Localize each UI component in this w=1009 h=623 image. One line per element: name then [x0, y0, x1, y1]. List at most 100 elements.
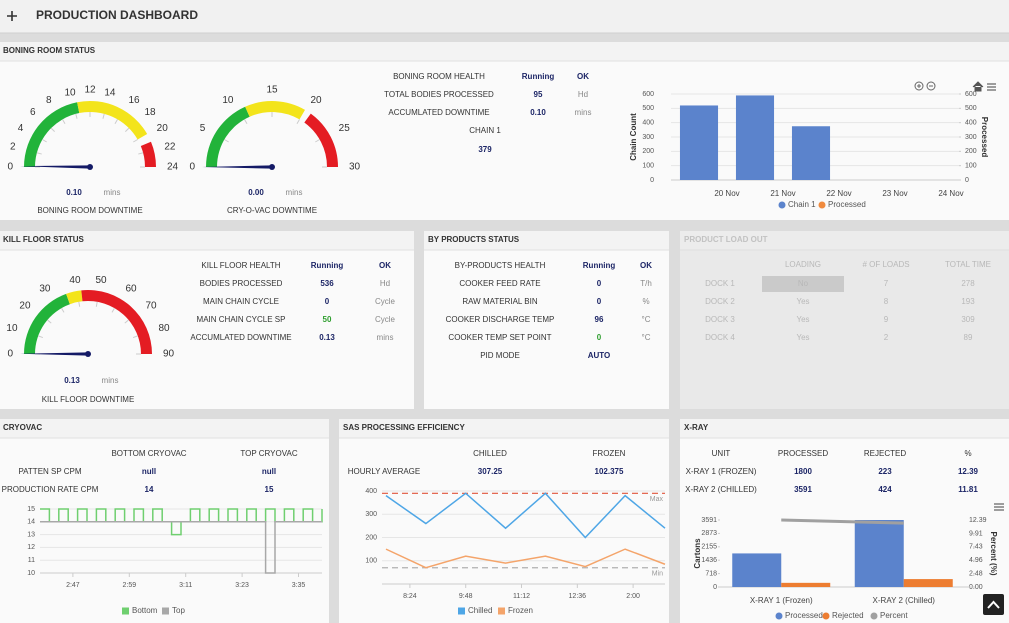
gauge-tick: [111, 307, 115, 313]
gauge-tick: [125, 127, 130, 132]
gauge-tick-label: 8: [46, 95, 52, 106]
gauge-band: [206, 106, 250, 167]
y-tick-label: 1436: [701, 557, 717, 564]
row-label: HOURLY AVERAGE: [348, 467, 420, 476]
table-header: TOP CRYOVAC: [240, 449, 297, 458]
cell-value: 193: [961, 297, 975, 306]
y-tick-label: 12: [27, 544, 35, 551]
cell-value: 0: [597, 333, 602, 342]
page-title: PRODUCTION DASHBOARD: [36, 8, 198, 22]
gauge-tick-label: 10: [65, 87, 77, 98]
y-tick-label: 600: [642, 91, 654, 98]
legend-label: Top: [172, 606, 185, 615]
bar: [903, 579, 953, 587]
gauge-tick-label: 12: [84, 85, 96, 96]
panel-title: KILL FLOOR STATUS: [3, 235, 85, 244]
gauge-tick-label: 0: [189, 162, 195, 173]
cell-value: °C: [642, 315, 651, 324]
gauge-tick-label: 18: [144, 107, 156, 118]
line-series: [385, 548, 666, 569]
gauge-tick: [50, 127, 55, 132]
chart-menu[interactable]: [994, 503, 1004, 511]
cell-value: 278: [961, 279, 975, 288]
row-label: BONING ROOM HEALTH: [393, 72, 485, 81]
gauge-value: 0.00: [248, 188, 264, 197]
gauge-band: [81, 290, 152, 354]
gauge-tick-label: 0: [7, 349, 13, 360]
gauge-tick: [224, 139, 229, 143]
gauge-unit: mins: [102, 376, 119, 385]
legend-label: Bottom: [132, 606, 158, 615]
gauge-tick-label: 20: [19, 300, 31, 311]
table-header: FROZEN: [593, 449, 626, 458]
row-label: DOCK 3: [705, 315, 735, 324]
gauge-tick-label: 80: [158, 323, 170, 334]
cell-value: OK: [577, 72, 589, 81]
y-tick-label: 11: [28, 557, 35, 564]
chart-menu[interactable]: [987, 83, 996, 91]
row-label: MAIN CHAIN CYCLE: [203, 297, 279, 306]
gauge-tick: [138, 152, 144, 155]
row-label: X-RAY 1 (FROZEN): [686, 467, 757, 476]
cell-value: Cycle: [375, 297, 396, 306]
gauge-tick: [296, 119, 300, 124]
legend-symbol: [122, 607, 129, 615]
gauge-tick-label: 15: [266, 85, 278, 96]
gauge-needle: [20, 352, 89, 356]
cell-value: 8: [884, 297, 889, 306]
panel-boning: [0, 42, 1009, 220]
table-header: PROCESSED: [778, 449, 828, 458]
y-tick-label: 100: [365, 558, 377, 565]
gauge-title: BONING ROOM DOWNTIME: [37, 206, 142, 215]
cell-value: AUTO: [588, 351, 611, 360]
table-header: # OF LOADS: [862, 260, 909, 269]
gauge-value: 0.10: [66, 188, 82, 197]
gauge-tick-label: 5: [200, 123, 206, 134]
y-tick-label: 13: [27, 531, 35, 538]
cell-value: 102.375: [595, 467, 624, 476]
line-series: [781, 518, 904, 525]
reset-zoom[interactable]: [972, 81, 984, 92]
zoom-out[interactable]: [926, 81, 936, 91]
add-button[interactable]: [7, 11, 17, 21]
row-label: DOCK 2: [705, 297, 735, 306]
y2-tick-label: 7.43: [969, 544, 983, 551]
gauge-tick: [114, 119, 118, 124]
gauge-tick-label: 24: [167, 162, 179, 173]
y-tick-label: 0: [650, 177, 654, 184]
gauge-tick: [36, 152, 42, 155]
row-label: DOCK 1: [705, 279, 735, 288]
panel-title: BY PRODUCTS STATUS: [428, 235, 520, 244]
legend-symbol: [162, 607, 169, 615]
zoom-in[interactable]: [914, 81, 924, 91]
gauge-tick-label: 22: [164, 142, 176, 153]
cell-value: 11.81: [958, 485, 978, 494]
x-tick-label: 3:23: [235, 582, 249, 589]
cell-value: 309: [961, 315, 975, 324]
legend-symbol: [778, 201, 786, 209]
gauge-value: 0.13: [64, 376, 80, 385]
bar: [854, 520, 904, 587]
gauge-tick: [102, 113, 105, 119]
gauge-tick-label: 90: [163, 349, 175, 360]
row-label: BY-PRODUCTS HEALTH: [455, 261, 546, 270]
gauge-tick-label: 0: [7, 162, 13, 173]
gauge-tick-label: 6: [30, 107, 36, 118]
bar: [679, 105, 719, 180]
plot-line-label: Max: [650, 496, 664, 503]
cell-value: 0: [597, 297, 602, 306]
gauge-tick-label: 16: [129, 95, 141, 106]
y2-tick-label: 0.00: [969, 584, 983, 591]
cell-value: null: [142, 467, 156, 476]
cell-value: 307.25: [478, 467, 503, 476]
gauge-tick-label: 10: [222, 95, 234, 106]
row-label: ACCUMLATED DOWNTIME: [190, 333, 291, 342]
y-tick-label: 400: [365, 488, 377, 495]
y-tick-label: 2873: [701, 530, 717, 537]
chain-value: 379: [478, 145, 492, 154]
cell-value: Hd: [380, 279, 390, 288]
scroll-top-button[interactable]: [983, 594, 1004, 615]
table-header: REJECTED: [864, 449, 906, 458]
gauge-title: CRY-O-VAC DOWNTIME: [227, 206, 317, 215]
